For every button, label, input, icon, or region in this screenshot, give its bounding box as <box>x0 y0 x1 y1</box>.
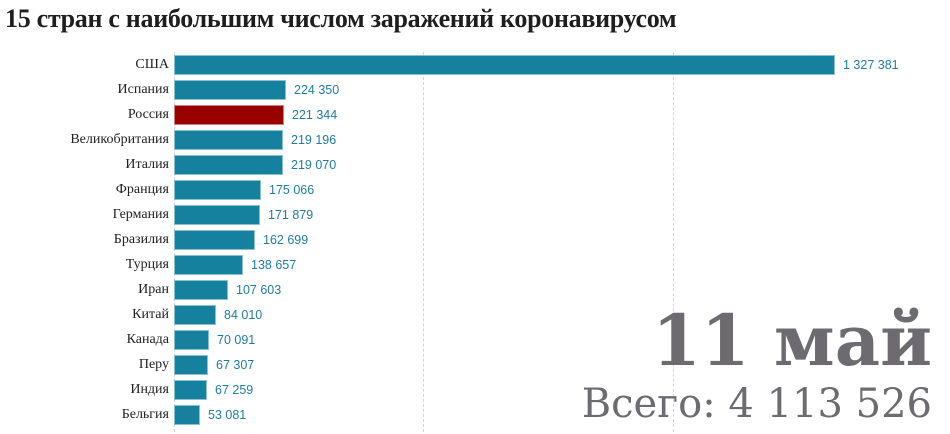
value-label: 138 657 <box>251 258 297 272</box>
category-label: Канада <box>126 332 169 347</box>
bar-row: Франция 175 066 <box>0 180 950 200</box>
category-label: Германия <box>112 207 169 222</box>
bar <box>174 280 228 300</box>
value-label: 175 066 <box>269 183 315 197</box>
bar <box>174 330 209 350</box>
bar-row: Турция 138 657 <box>0 255 950 275</box>
bar <box>174 255 243 275</box>
value-label: 1 327 381 <box>843 58 899 72</box>
category-label: Индия <box>130 382 169 397</box>
bar-row: Италия 219 070 <box>0 155 950 175</box>
bar-row: Германия 171 879 <box>0 205 950 225</box>
category-label: Италия <box>125 157 169 172</box>
bar-row: Бельгия 53 081 <box>0 405 950 425</box>
bar <box>174 55 835 75</box>
value-label: 107 603 <box>236 283 282 297</box>
category-label: Россия <box>127 107 169 122</box>
bar <box>174 405 200 425</box>
category-label: Перу <box>138 357 169 372</box>
bar-row: Иран 107 603 <box>0 280 950 300</box>
category-label: Турция <box>125 257 169 272</box>
value-label: 67 307 <box>216 358 255 372</box>
value-label: 219 070 <box>291 158 337 172</box>
category-label: США <box>135 57 169 72</box>
value-label: 67 259 <box>215 383 254 397</box>
bar <box>174 130 283 150</box>
value-label: 171 879 <box>268 208 314 222</box>
category-label: Франция <box>115 182 169 197</box>
gridline-1m <box>673 52 674 432</box>
bar <box>174 230 255 250</box>
bar-row: Россия 221 344 <box>0 105 950 125</box>
value-label: 219 196 <box>291 133 337 147</box>
bar-row: Индия 67 259 <box>0 380 950 400</box>
bar <box>174 305 216 325</box>
bar-row: Канада 70 091 <box>0 330 950 350</box>
bar-row: Перу 67 307 <box>0 355 950 375</box>
gridline-500k <box>423 52 424 432</box>
value-label: 224 350 <box>294 83 340 97</box>
bar-row: Бразилия 162 699 <box>0 230 950 250</box>
bar-row: Испания 224 350 <box>0 80 950 100</box>
category-label: Бельгия <box>121 407 169 422</box>
bar <box>174 80 286 100</box>
bar <box>174 205 260 225</box>
bar-row: США 1 327 381 <box>0 55 950 75</box>
date-label: 11 май <box>652 299 932 382</box>
bar <box>174 355 208 375</box>
bar-row: Китай 84 010 <box>0 305 950 325</box>
category-label: Бразилия <box>113 232 169 247</box>
chart-title: 15 стран с наибольшим числом заражений к… <box>5 4 677 33</box>
bar <box>174 180 261 200</box>
category-label: Испания <box>117 82 169 97</box>
category-label: Иран <box>138 282 169 297</box>
bar <box>174 155 283 175</box>
value-label: 162 699 <box>263 233 309 247</box>
category-label: Китай <box>132 307 169 322</box>
bar <box>174 380 207 400</box>
total-label: Всего: 4 113 526 <box>581 381 932 427</box>
category-label: Великобритания <box>70 132 169 147</box>
bar-row: Великобритания 219 196 <box>0 130 950 150</box>
value-label: 53 081 <box>208 408 247 422</box>
value-label: 221 344 <box>292 108 338 122</box>
value-label: 70 091 <box>217 333 256 347</box>
bar-highlighted <box>174 105 284 125</box>
value-label: 84 010 <box>224 308 263 322</box>
